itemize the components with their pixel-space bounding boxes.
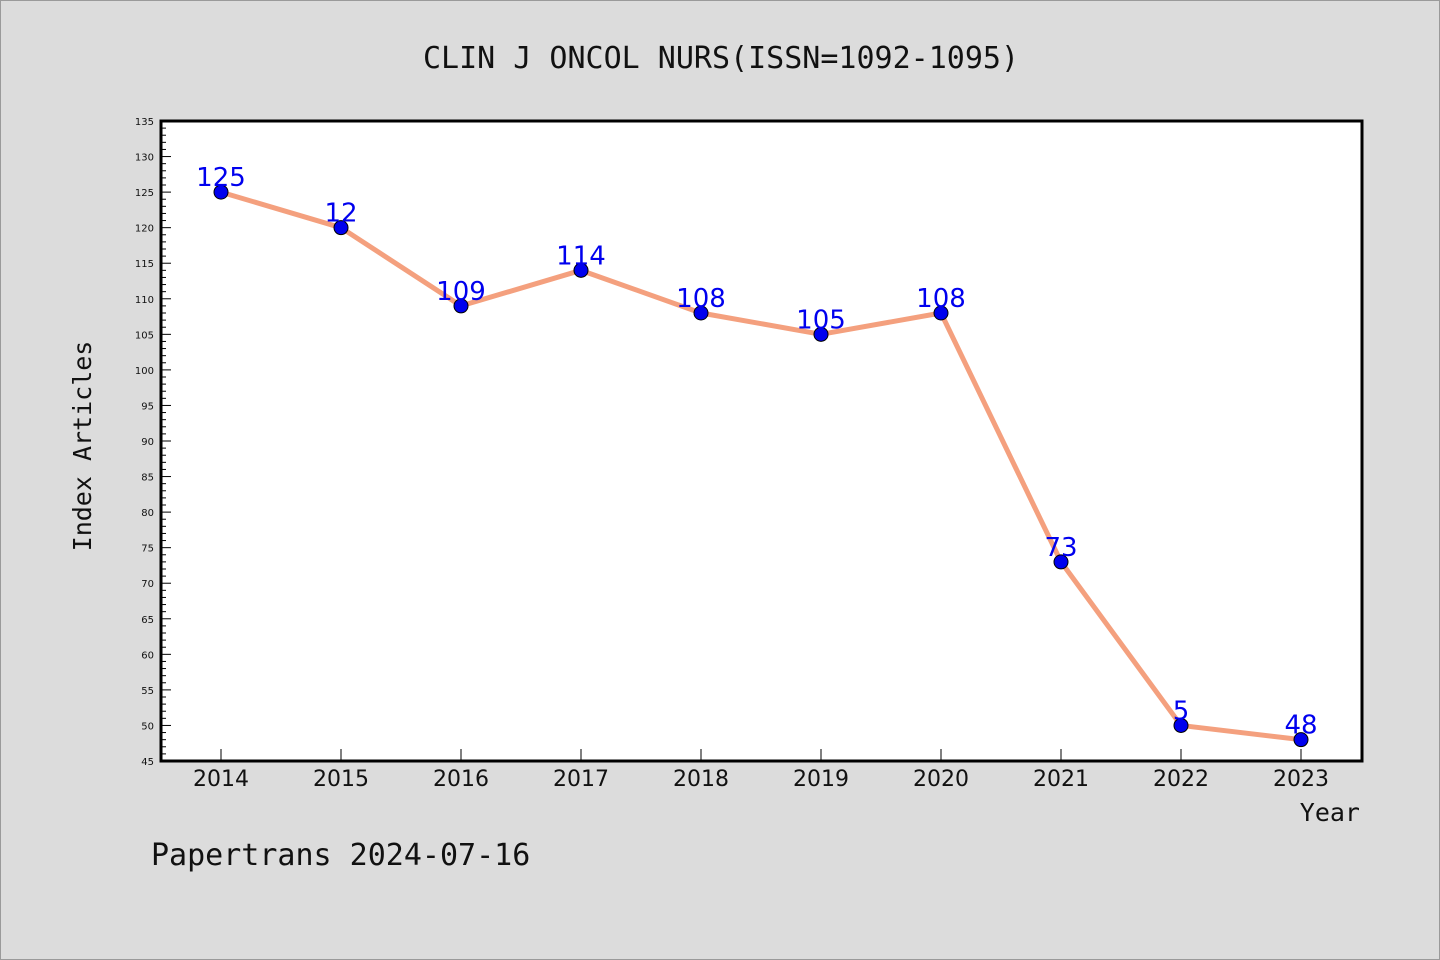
data-label: 125 [196, 163, 246, 193]
data-markers [213, 184, 1309, 748]
plot-area [161, 121, 1362, 761]
data-point [1053, 554, 1069, 570]
plot-border [159, 119, 1364, 763]
y-tick-label: 90 [141, 437, 154, 448]
data-label: 48 [1284, 711, 1317, 741]
y-axis-label: Index Articles [68, 341, 97, 552]
y-tick-label: 130 [135, 153, 154, 164]
y-tick-label: 55 [141, 686, 154, 697]
y-tick-label: 60 [141, 650, 154, 661]
x-tick-label: 2023 [1273, 767, 1329, 792]
x-tick-label: 2015 [313, 767, 369, 792]
x-axis-ticks: 2014 2015 2016 2017 2018 2019 2020 2021 2022 2023 [193, 749, 1329, 792]
y-tick-label: 120 [135, 224, 154, 235]
y-tick-label: 80 [141, 508, 154, 519]
data-point [933, 305, 949, 321]
data-point [1173, 717, 1189, 733]
data-label: 108 [676, 284, 726, 314]
x-tick-label: 2019 [793, 767, 849, 792]
y-axis-ticks: 45 50 55 60 65 70 75 80 85 90 95 100 105 110 115 120 125… [135, 117, 171, 768]
data-labels: 125 12 109 114 108 105 108 73 5 48 [196, 163, 1317, 741]
x-tick-label: 2014 [193, 767, 249, 792]
data-point [693, 305, 709, 321]
x-tick-label: 2017 [553, 767, 609, 792]
y-tick-label: 135 [135, 117, 154, 128]
data-label: 5 [1173, 696, 1190, 726]
x-tick-label: 2020 [913, 767, 969, 792]
x-tick-label: 2022 [1153, 767, 1209, 792]
data-label: 73 [1044, 533, 1077, 563]
x-tick-label: 2021 [1033, 767, 1089, 792]
y-tick-label: 45 [141, 757, 154, 768]
data-point [1293, 732, 1309, 748]
data-point [573, 262, 589, 278]
y-tick-label: 65 [141, 615, 154, 626]
data-label: 12 [324, 199, 357, 229]
series-line [220, 189, 1302, 743]
y-tick-label: 85 [141, 473, 154, 484]
chart-title: CLIN J ONCOL NURS(ISSN=1092-1095) [423, 41, 1019, 76]
data-label: 105 [796, 305, 846, 335]
y-tick-label: 115 [135, 259, 154, 270]
data-label: 109 [436, 277, 486, 307]
y-tick-label: 105 [135, 330, 154, 341]
y-tick-label: 125 [135, 188, 154, 199]
data-point [213, 184, 229, 200]
x-tick-label: 2016 [433, 767, 489, 792]
data-point [453, 298, 469, 314]
y-tick-label: 70 [141, 579, 154, 590]
watermark-text: Papertrans 2024-07-16 [151, 838, 530, 873]
data-label: 108 [916, 284, 966, 314]
y-tick-label: 95 [141, 401, 154, 412]
y-tick-label: 100 [135, 366, 154, 377]
data-point [813, 326, 829, 342]
y-tick-label: 50 [141, 721, 154, 732]
y-tick-label: 75 [141, 544, 154, 555]
x-tick-label: 2018 [673, 767, 729, 792]
data-point [333, 220, 349, 236]
x-axis-label: Year [1300, 798, 1360, 827]
data-label: 114 [556, 241, 606, 271]
y-tick-label: 110 [135, 295, 154, 306]
